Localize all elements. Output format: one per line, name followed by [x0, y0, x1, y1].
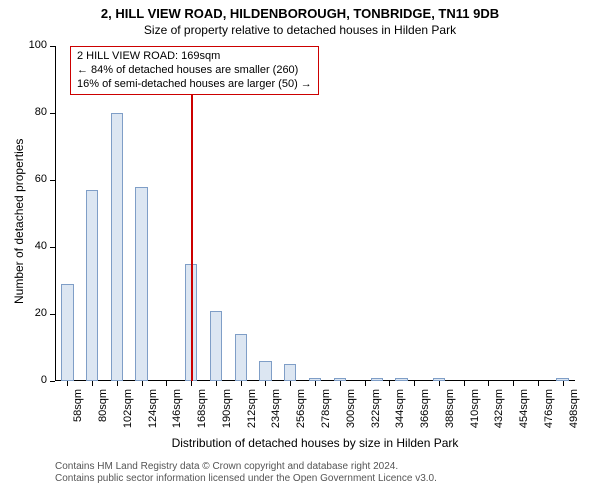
x-tick-label: 410sqm [469, 389, 481, 439]
x-tick-label: 124sqm [147, 389, 159, 439]
x-tick-label: 102sqm [122, 389, 134, 439]
x-tick-label: 322sqm [370, 389, 382, 439]
marker-line [191, 46, 193, 381]
x-tick-label: 58sqm [72, 389, 84, 439]
y-tick-label: 80 [17, 106, 47, 118]
x-tick [315, 381, 316, 386]
histogram-bar [86, 190, 98, 381]
x-tick-label: 278sqm [320, 389, 332, 439]
x-tick-label: 432sqm [493, 389, 505, 439]
y-axis-line [55, 46, 56, 381]
histogram-bar [111, 113, 123, 381]
x-tick [538, 381, 539, 386]
histogram-bar [334, 378, 346, 381]
footer-line-2: Contains public sector information licen… [55, 473, 437, 485]
plot-area: 02040608010058sqm80sqm102sqm124sqm146sqm… [55, 46, 575, 381]
y-tick [50, 381, 55, 382]
x-tick [67, 381, 68, 386]
histogram-bar [61, 284, 73, 381]
x-tick [265, 381, 266, 386]
x-tick [241, 381, 242, 386]
x-tick-label: 366sqm [419, 389, 431, 439]
footer-line-1: Contains HM Land Registry data © Crown c… [55, 461, 437, 473]
y-tick [50, 247, 55, 248]
x-tick [216, 381, 217, 386]
x-tick-label: 256sqm [295, 389, 307, 439]
annotation-line-1: 2 HILL VIEW ROAD: 169sqm [77, 50, 312, 64]
x-tick [513, 381, 514, 386]
y-tick [50, 46, 55, 47]
x-tick-label: 190sqm [221, 389, 233, 439]
y-tick-label: 100 [17, 39, 47, 51]
x-tick [340, 381, 341, 386]
annotation-line-2: ← 84% of detached houses are smaller (26… [77, 64, 312, 78]
histogram-bar [309, 378, 321, 381]
x-tick [365, 381, 366, 386]
x-tick-label: 344sqm [394, 389, 406, 439]
x-tick [117, 381, 118, 386]
histogram-bar [210, 311, 222, 381]
x-tick [439, 381, 440, 386]
x-tick [166, 381, 167, 386]
x-tick-label: 234sqm [270, 389, 282, 439]
x-tick-label: 300sqm [345, 389, 357, 439]
histogram-bar [556, 378, 568, 381]
histogram-bar [284, 364, 296, 381]
x-tick-label: 476sqm [543, 389, 555, 439]
x-tick-label: 498sqm [568, 389, 580, 439]
x-tick [290, 381, 291, 386]
x-axis-label: Distribution of detached houses by size … [55, 436, 575, 450]
y-tick [50, 113, 55, 114]
x-tick [191, 381, 192, 386]
chart-subtitle: Size of property relative to detached ho… [0, 21, 600, 37]
x-tick-label: 80sqm [97, 389, 109, 439]
x-tick-label: 212sqm [246, 389, 258, 439]
y-axis-label: Number of detached properties [12, 138, 26, 303]
x-tick [488, 381, 489, 386]
chart-title: 2, HILL VIEW ROAD, HILDENBOROUGH, TONBRI… [0, 0, 600, 21]
y-tick [50, 314, 55, 315]
y-tick [50, 180, 55, 181]
x-tick-label: 146sqm [171, 389, 183, 439]
annotation-box: 2 HILL VIEW ROAD: 169sqm ← 84% of detach… [70, 46, 319, 95]
x-tick [142, 381, 143, 386]
x-tick-label: 454sqm [518, 389, 530, 439]
y-tick-label: 20 [17, 307, 47, 319]
histogram-bar [135, 187, 147, 381]
x-tick [92, 381, 93, 386]
histogram-bar [235, 334, 247, 381]
x-tick [414, 381, 415, 386]
x-tick [389, 381, 390, 386]
histogram-bar [259, 361, 271, 381]
annotation-line-3: 16% of semi-detached houses are larger (… [77, 78, 312, 92]
x-tick [563, 381, 564, 386]
histogram-bar [395, 378, 407, 381]
histogram-bar [371, 378, 383, 381]
y-tick-label: 0 [17, 374, 47, 386]
x-tick [464, 381, 465, 386]
x-tick-label: 168sqm [196, 389, 208, 439]
histogram-bar [433, 378, 445, 381]
footer-attribution: Contains HM Land Registry data © Crown c… [55, 461, 437, 485]
x-tick-label: 388sqm [444, 389, 456, 439]
